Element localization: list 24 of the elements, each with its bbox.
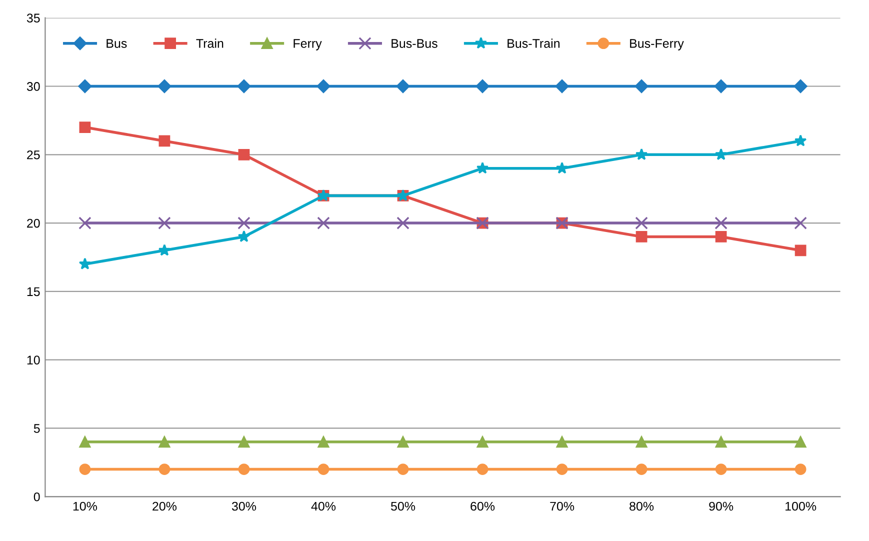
x-tick-label: 10% [73, 502, 98, 511]
legend-label: Ferry [294, 39, 322, 50]
x-tick-label: 50% [390, 502, 416, 511]
legend-label: Bus [106, 39, 127, 48]
y-tick-label: 0 [34, 492, 40, 502]
x-tick-label: 60% [470, 502, 495, 511]
legend-label: Bus-Train [508, 38, 560, 48]
legend-label: Bus-Ferry [630, 39, 684, 50]
x-tick-label: 90% [709, 502, 734, 511]
y-tick-label: 10 [27, 356, 40, 364]
y-tick-label: 35 [26, 14, 40, 23]
y-tick-label: 25 [27, 150, 40, 160]
y-tick-label: 15 [27, 287, 40, 296]
legend-label: Bus-Bus [392, 39, 438, 48]
legend-label: Train [196, 38, 224, 48]
y-tick-label: 5 [34, 424, 40, 433]
x-tick-label: 30% [232, 502, 256, 511]
x-tick-label: 80% [630, 502, 654, 511]
y-tick-label: 30 [26, 82, 40, 91]
x-tick-label: 20% [152, 502, 177, 511]
y-tick-label: 20 [27, 218, 40, 228]
x-tick-label: 40% [311, 502, 336, 511]
x-tick-label: 100% [786, 502, 816, 511]
x-tick-label: 70% [550, 502, 574, 511]
